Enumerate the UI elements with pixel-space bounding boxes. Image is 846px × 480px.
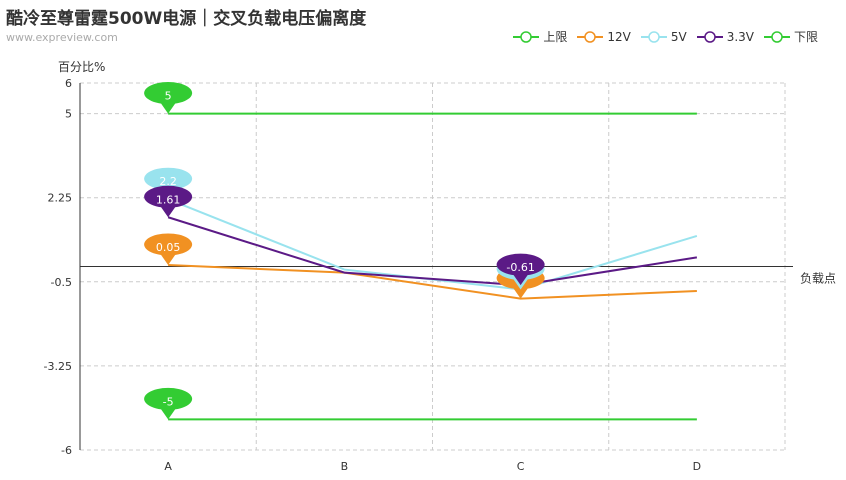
chart-title: 酷冷至尊雷霆500W电源｜交叉负载电压偏离度	[6, 9, 367, 29]
series-line	[167, 216, 698, 287]
data-label: -0.61	[506, 261, 534, 274]
bubble-shape	[144, 387, 193, 420]
x-tick-label: A	[164, 460, 172, 473]
legend: 上限 12V 5V 3.3V 下限	[513, 28, 818, 45]
legend-swatch-icon	[763, 30, 790, 43]
legend-item[interactable]: 5V	[640, 28, 687, 45]
legend-swatch-icon	[640, 30, 667, 43]
chart-subtitle: www.expreview.com	[6, 31, 118, 44]
x-tick-label: C	[517, 460, 525, 473]
data-label-bubble: -0.61	[496, 253, 545, 286]
x-axis-title: 负载点	[800, 272, 836, 286]
legend-swatch-icon	[513, 30, 540, 43]
bubble-shape	[144, 82, 193, 114]
data-label: -5	[163, 395, 174, 408]
y-tick-label: -0.5	[51, 276, 72, 289]
bubble-shape	[496, 253, 545, 286]
legend-item[interactable]: 上限	[513, 28, 567, 45]
data-label-bubble: 0.05	[144, 233, 193, 265]
legend-item[interactable]: 3.3V	[696, 28, 754, 45]
x-tick-label: D	[693, 460, 701, 473]
data-label: 2.2	[159, 175, 177, 188]
y-axis-title: 百分比%	[58, 60, 105, 74]
data-label-bubble: 1.61	[144, 185, 193, 218]
data-label: 0.05	[156, 241, 181, 254]
data-label: 5	[165, 90, 172, 103]
bubble-shape	[144, 185, 193, 218]
legend-label: 5V	[670, 29, 687, 44]
data-label-bubble: 2.2	[144, 167, 193, 200]
x-tick-label: B	[341, 460, 349, 473]
legend-label: 下限	[793, 30, 818, 44]
legend-swatch-icon	[696, 30, 723, 43]
y-tick-label: 6	[65, 77, 72, 90]
legend-label: 3.3V	[726, 29, 754, 44]
series-line	[168, 263, 697, 300]
legend-swatch-icon	[577, 30, 604, 43]
data-label-bubble: -5	[144, 387, 193, 420]
y-tick-label: 5	[65, 108, 72, 121]
y-tick-label: -3.25	[44, 360, 72, 373]
y-tick-label: 2.25	[48, 192, 73, 205]
bubble-shape	[144, 167, 193, 200]
data-label-bubble: 5	[144, 82, 193, 114]
legend-label: 12V	[607, 29, 631, 44]
y-tick-label: -6	[61, 444, 72, 457]
legend-item[interactable]: 下限	[763, 28, 818, 45]
legend-item[interactable]: 12V	[577, 28, 631, 45]
legend-label: 上限	[543, 30, 568, 44]
bubble-shape	[144, 233, 193, 265]
data-label: 1.61	[156, 193, 181, 206]
